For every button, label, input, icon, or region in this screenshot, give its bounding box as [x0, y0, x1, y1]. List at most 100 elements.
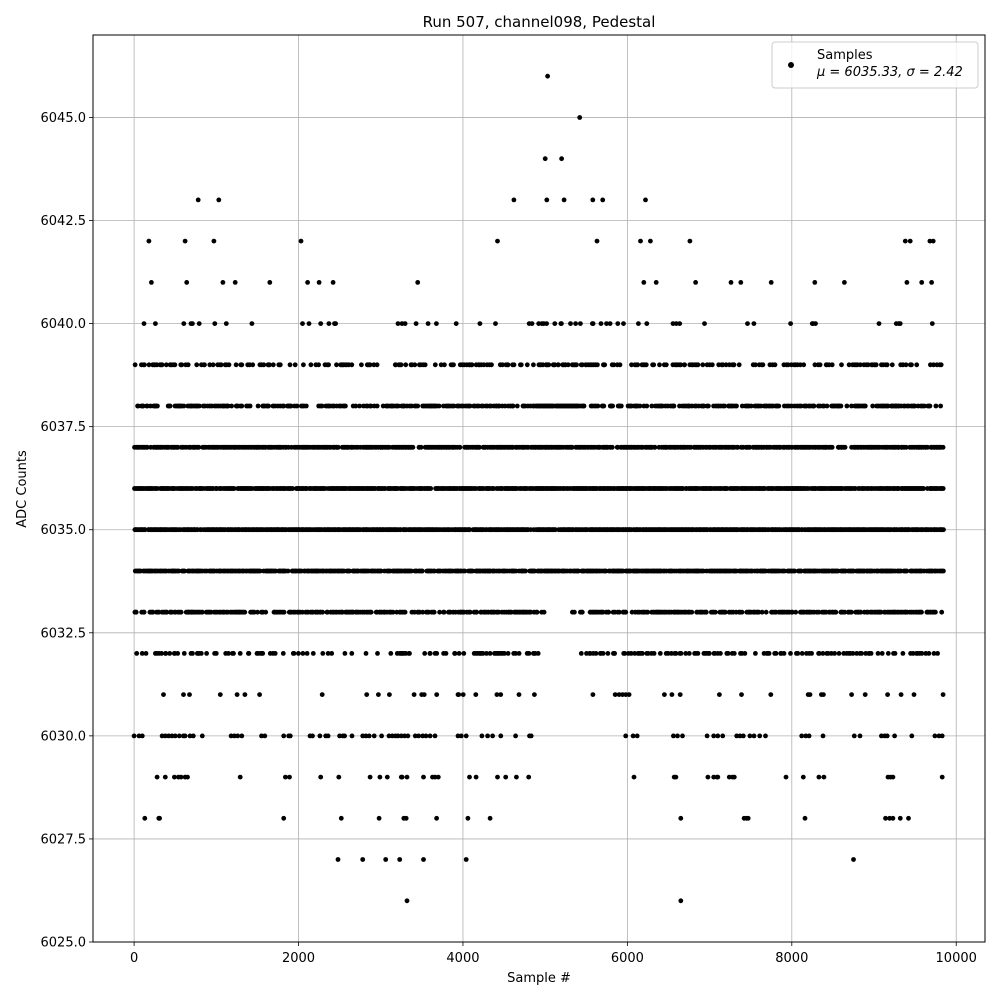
data-point — [753, 651, 758, 656]
data-point — [870, 403, 876, 409]
data-point — [239, 733, 245, 739]
data-point — [678, 651, 684, 656]
data-point — [873, 362, 879, 368]
legend-marker — [788, 62, 794, 68]
data-point — [610, 403, 615, 409]
data-point — [651, 651, 657, 656]
data-point — [242, 692, 248, 697]
data-point — [175, 651, 181, 656]
data-point — [731, 651, 737, 656]
data-point — [618, 403, 624, 409]
data-point — [199, 733, 205, 739]
y-tick-label: 6027.5 — [41, 832, 87, 847]
data-point — [524, 362, 530, 368]
data-point — [678, 898, 684, 904]
data-point — [728, 280, 734, 285]
data-point — [706, 403, 711, 409]
data-point — [632, 651, 638, 656]
data-point — [695, 362, 701, 368]
data-point — [363, 733, 369, 739]
legend-series-stats: μ = 6035.33, σ = 2.42 — [816, 65, 963, 80]
data-point — [184, 280, 190, 285]
data-point — [802, 815, 808, 821]
data-point — [172, 733, 178, 739]
data-point — [367, 362, 373, 368]
data-point — [161, 692, 166, 697]
data-point — [463, 733, 469, 739]
data-point — [939, 733, 945, 739]
data-point — [239, 362, 245, 368]
data-point — [277, 362, 283, 368]
data-point — [578, 321, 583, 326]
data-point — [715, 733, 721, 739]
data-point — [556, 362, 561, 368]
data-point — [931, 651, 937, 656]
data-point — [781, 651, 787, 656]
data-point — [249, 321, 255, 326]
data-point — [325, 651, 331, 656]
data-point — [611, 362, 617, 368]
data-point — [428, 486, 434, 491]
data-point — [250, 362, 256, 368]
data-point — [479, 733, 485, 739]
data-point — [513, 651, 518, 656]
y-tick-label: 6037.5 — [41, 420, 87, 435]
data-point — [434, 692, 440, 697]
data-point — [535, 651, 541, 656]
data-point — [485, 733, 490, 739]
data-point — [518, 362, 524, 368]
data-point — [229, 403, 235, 409]
data-point — [349, 362, 355, 368]
data-point — [722, 403, 727, 409]
data-point — [931, 362, 936, 368]
data-point — [706, 651, 712, 656]
data-point — [933, 609, 938, 615]
data-point — [833, 609, 839, 615]
data-point — [437, 609, 442, 615]
data-point — [903, 362, 909, 368]
data-point — [763, 609, 769, 615]
data-point — [616, 609, 622, 615]
data-point — [427, 733, 433, 739]
data-point — [196, 321, 202, 326]
data-point — [387, 692, 392, 697]
data-point — [453, 321, 459, 326]
data-point — [237, 774, 243, 780]
data-point — [503, 774, 509, 780]
data-point — [623, 692, 629, 697]
data-point — [605, 651, 611, 656]
data-point — [737, 733, 743, 739]
data-point — [441, 609, 447, 615]
data-point — [235, 733, 241, 739]
data-point — [176, 733, 182, 739]
data-point — [425, 321, 431, 326]
data-point — [753, 362, 758, 368]
data-point — [233, 362, 239, 368]
data-point — [316, 280, 322, 285]
data-point — [757, 733, 763, 739]
data-point — [598, 321, 604, 326]
data-point — [452, 651, 458, 656]
data-point — [140, 403, 146, 409]
data-point — [489, 362, 494, 368]
data-point — [366, 733, 372, 739]
data-point — [671, 733, 676, 739]
data-point — [404, 774, 410, 780]
data-point — [136, 733, 142, 739]
data-point — [623, 733, 629, 739]
data-point — [287, 774, 292, 780]
data-point — [494, 692, 500, 697]
data-point — [202, 362, 207, 368]
data-point — [797, 362, 803, 368]
data-point — [427, 651, 433, 656]
data-point — [541, 609, 547, 615]
data-point — [371, 733, 377, 739]
data-point — [320, 651, 326, 656]
data-point — [357, 403, 362, 409]
data-point — [456, 692, 462, 697]
data-point — [505, 651, 511, 656]
y-tick-label: 6025.0 — [41, 936, 87, 951]
data-point — [858, 609, 864, 615]
data-point — [745, 815, 751, 821]
